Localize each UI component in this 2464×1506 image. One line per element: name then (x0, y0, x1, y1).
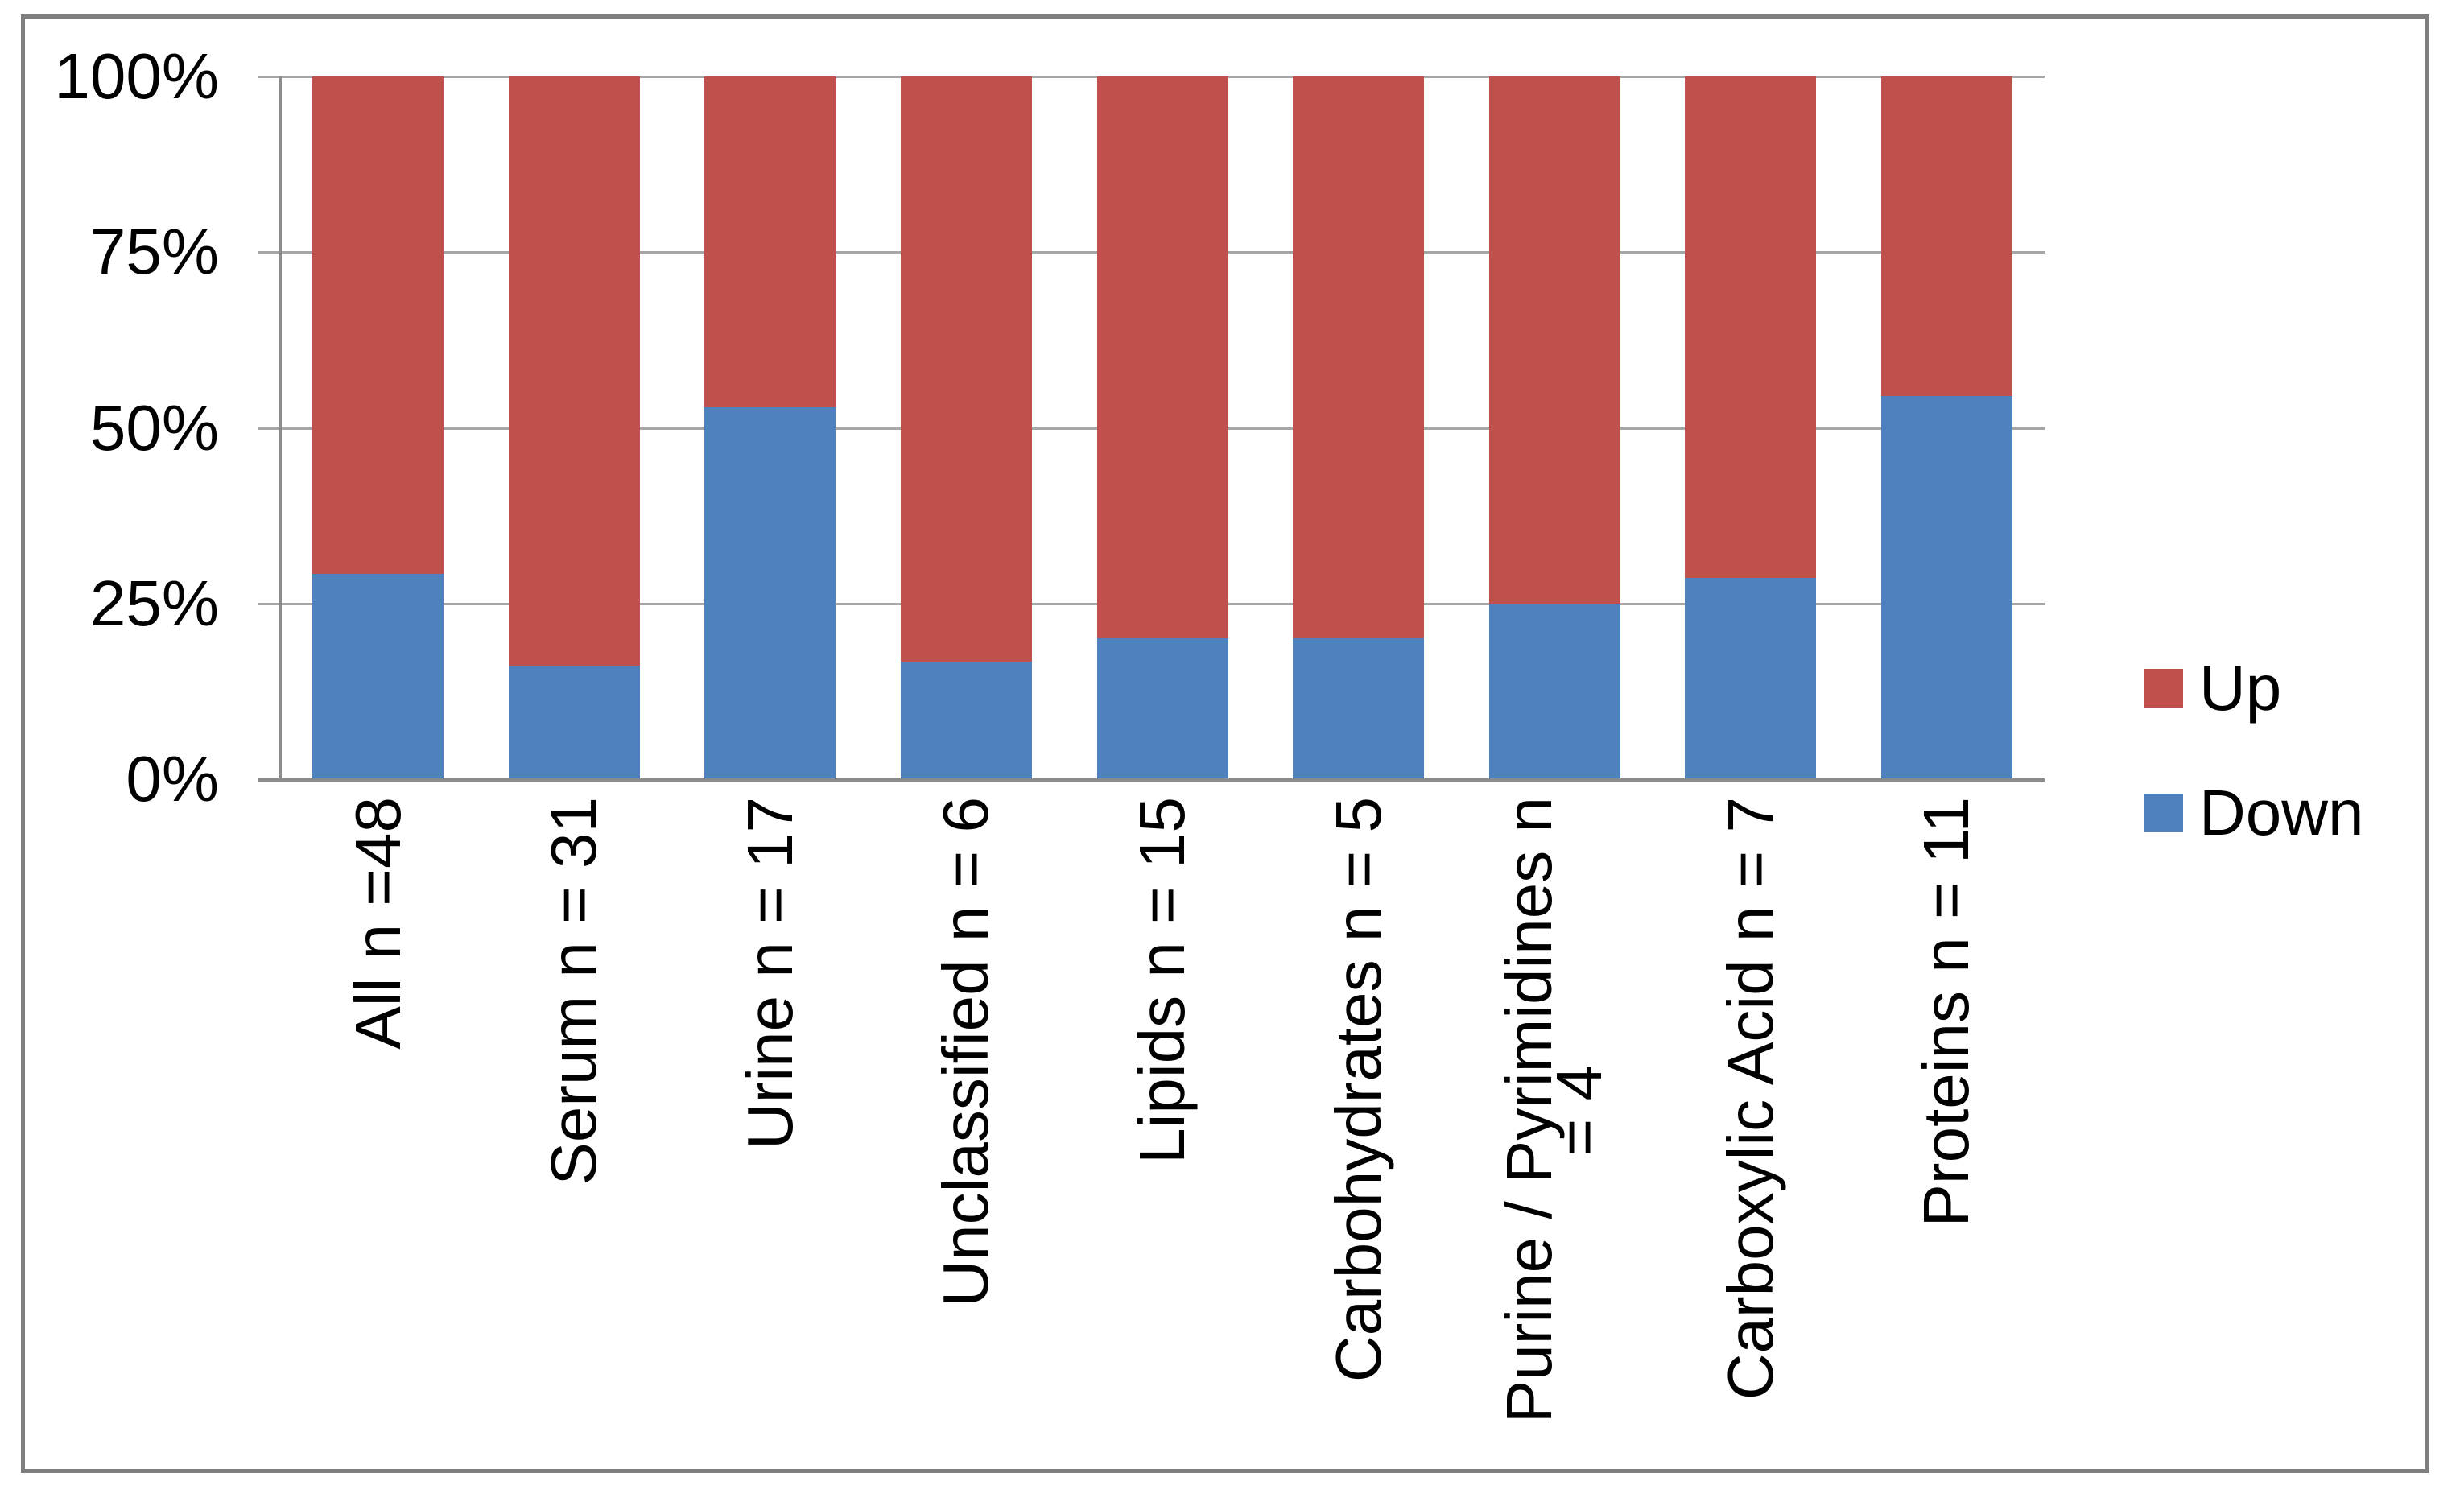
bar-down-8[interactable] (1685, 578, 1817, 779)
y-tick-label-75%: 75% (89, 216, 219, 288)
bar-up-8[interactable] (1685, 76, 1817, 579)
legend-label-up: Up (2199, 652, 2282, 724)
bar-down-9[interactable] (1880, 396, 2012, 779)
bar-down-2[interactable] (508, 666, 640, 779)
x-axis-label-8: Carboxylic Acid n = 7 (1714, 797, 1786, 1401)
bar-up-3[interactable] (704, 76, 836, 408)
x-axis-label-4: Unclassified n = 6 (930, 797, 1002, 1307)
y-tick-label-0%: 0% (126, 743, 219, 815)
x-axis-label-5: Lipids n = 15 (1126, 797, 1198, 1164)
bar-up-9[interactable] (1880, 76, 2012, 397)
bar-up-5[interactable] (1096, 76, 1228, 639)
x-axis-label-9: Proteins n = 11 (1910, 797, 1983, 1227)
x-axis-label-1: All n =48 (341, 797, 414, 1050)
bar-down-1[interactable] (312, 574, 444, 779)
bar-down-7[interactable] (1488, 603, 1620, 779)
x-axis-label-6: Carbohydrates n = 5 (1322, 797, 1394, 1383)
bar-down-3[interactable] (704, 407, 836, 779)
bar-down-5[interactable] (1096, 638, 1228, 779)
bar-up-1[interactable] (312, 76, 444, 575)
bar-up-6[interactable] (1293, 76, 1425, 639)
y-tick-label-100%: 100% (54, 40, 219, 112)
bar-up-7[interactable] (1488, 76, 1620, 604)
bar-up-2[interactable] (508, 76, 640, 666)
x-axis-label-2: Serum n = 31 (538, 797, 610, 1186)
legend-item-down[interactable]: Down (2144, 777, 2364, 848)
x-axis-label-7-line2: = 4 (1543, 1064, 1616, 1156)
x-axis-label-3: Urine n = 17 (733, 797, 806, 1150)
bar-up-4[interactable] (900, 76, 1032, 662)
y-axis-line (279, 76, 282, 782)
legend-label-down: Down (2199, 777, 2364, 848)
legend-item-up[interactable]: Up (2144, 652, 2281, 724)
legend-swatch-up-icon (2144, 669, 2183, 708)
x-axis-line (258, 778, 2045, 782)
y-tick-label-50%: 50% (89, 391, 219, 464)
bar-down-4[interactable] (900, 662, 1032, 779)
legend-swatch-down-icon (2144, 794, 2183, 832)
bar-down-6[interactable] (1293, 638, 1425, 779)
y-tick-label-25%: 25% (89, 567, 219, 639)
